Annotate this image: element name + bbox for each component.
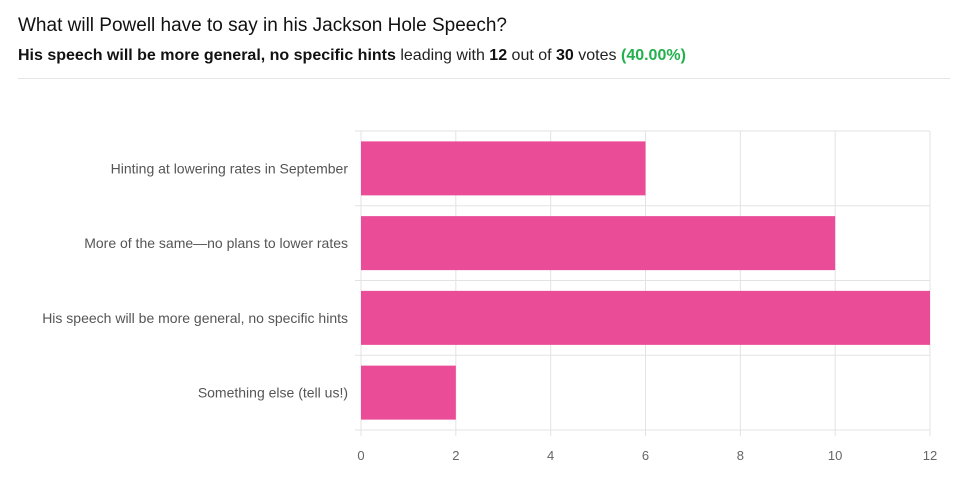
- out-of-text: out of: [511, 47, 552, 64]
- bar: [361, 216, 836, 271]
- leader-votes: 12: [489, 47, 508, 64]
- votes-word: votes: [578, 47, 617, 64]
- category-label: More of the same—no plans to lower rates: [84, 235, 348, 251]
- poll-question: What will Powell have to say in his Jack…: [18, 15, 507, 36]
- category-label: His speech will be more general, no spec…: [42, 310, 348, 326]
- leading-option: His speech will be more general, no spec…: [18, 47, 396, 64]
- bar: [361, 141, 646, 196]
- bar: [361, 365, 456, 420]
- poll-summary: His speech will be more general, no spec…: [18, 46, 950, 66]
- category-label: Hinting at lowering rates in September: [111, 160, 349, 176]
- x-tick-label: 6: [642, 448, 649, 463]
- category-label: Something else (tell us!): [198, 385, 348, 401]
- header-divider: [18, 78, 950, 79]
- x-tick-label: 2: [452, 448, 459, 463]
- x-tick-label: 12: [923, 448, 937, 463]
- x-tick-label: 4: [547, 448, 554, 463]
- x-tick-label: 10: [828, 448, 842, 463]
- poll-header: What will Powell have to say in his Jack…: [18, 14, 950, 66]
- total-votes: 30: [556, 47, 574, 64]
- bar: [361, 290, 930, 345]
- x-tick-label: 8: [737, 448, 744, 463]
- x-tick-label: 0: [357, 448, 364, 463]
- leader-percentage: (40.00%): [620, 47, 686, 64]
- leading-with-text: leading with: [400, 47, 485, 64]
